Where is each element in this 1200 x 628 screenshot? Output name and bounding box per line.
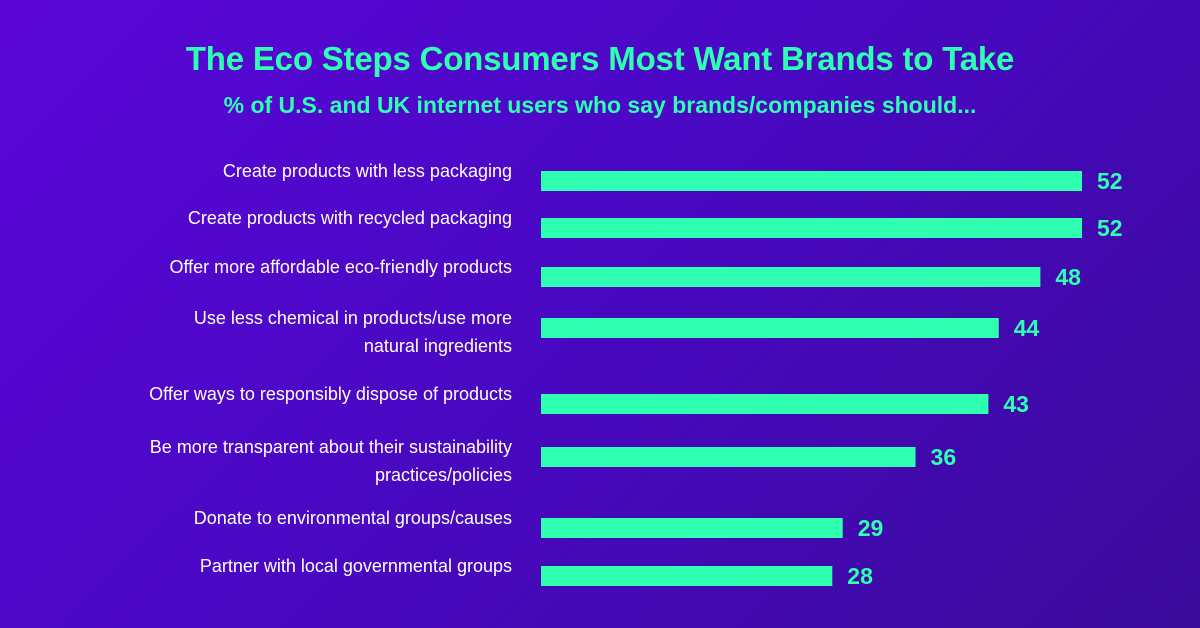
bar-5 — [541, 447, 916, 467]
category-label-3-line-0: Use less chemical in products/use more — [194, 308, 512, 328]
value-label-1: 52 — [1097, 215, 1123, 241]
value-label-4: 43 — [1003, 391, 1029, 417]
bar-4 — [541, 394, 989, 414]
category-label-2: Offer more affordable eco-friendly produ… — [169, 257, 512, 277]
value-label-6: 29 — [858, 515, 884, 541]
value-label-5: 36 — [931, 444, 957, 470]
bar-2 — [541, 267, 1041, 287]
bar-6 — [541, 518, 843, 538]
bar-1 — [541, 218, 1082, 238]
category-label-6: Donate to environmental groups/causes — [194, 508, 512, 528]
category-label-1: Create products with recycled packaging — [188, 208, 512, 228]
bar-0 — [541, 171, 1082, 191]
value-label-0: 52 — [1097, 168, 1123, 194]
category-label-5-line-1: practices/policies — [375, 465, 512, 485]
value-label-3: 44 — [1014, 315, 1040, 341]
chart-title: The Eco Steps Consumers Most Want Brands… — [185, 40, 1015, 77]
value-label-7: 28 — [847, 563, 873, 589]
category-label-7: Partner with local governmental groups — [200, 556, 512, 576]
category-label-4: Offer ways to responsibly dispose of pro… — [149, 384, 512, 404]
value-label-2: 48 — [1055, 264, 1081, 290]
category-label-5-line-0: Be more transparent about their sustaina… — [150, 437, 512, 457]
bar-7 — [541, 566, 833, 586]
category-label-0: Create products with less packaging — [223, 161, 512, 181]
bar-3 — [541, 318, 999, 338]
category-label-3-line-1: natural ingredients — [364, 336, 512, 356]
chart-subtitle: % of U.S. and UK internet users who say … — [223, 92, 977, 118]
